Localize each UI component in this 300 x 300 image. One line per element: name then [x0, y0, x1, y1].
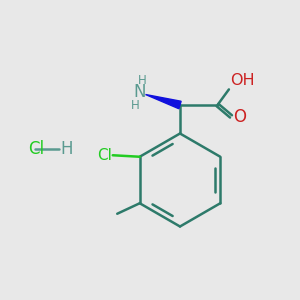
Text: Cl: Cl [28, 140, 45, 158]
Text: OH: OH [230, 74, 255, 88]
Text: H: H [131, 99, 140, 112]
Text: N: N [134, 83, 146, 101]
Polygon shape [146, 94, 181, 109]
Text: H: H [138, 74, 147, 87]
Text: H: H [60, 140, 73, 158]
Text: Cl: Cl [97, 148, 112, 163]
Text: O: O [233, 108, 246, 126]
